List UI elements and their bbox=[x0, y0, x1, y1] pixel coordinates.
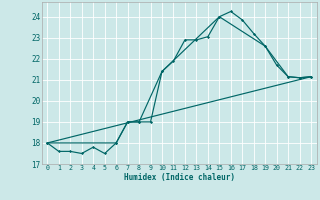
X-axis label: Humidex (Indice chaleur): Humidex (Indice chaleur) bbox=[124, 173, 235, 182]
